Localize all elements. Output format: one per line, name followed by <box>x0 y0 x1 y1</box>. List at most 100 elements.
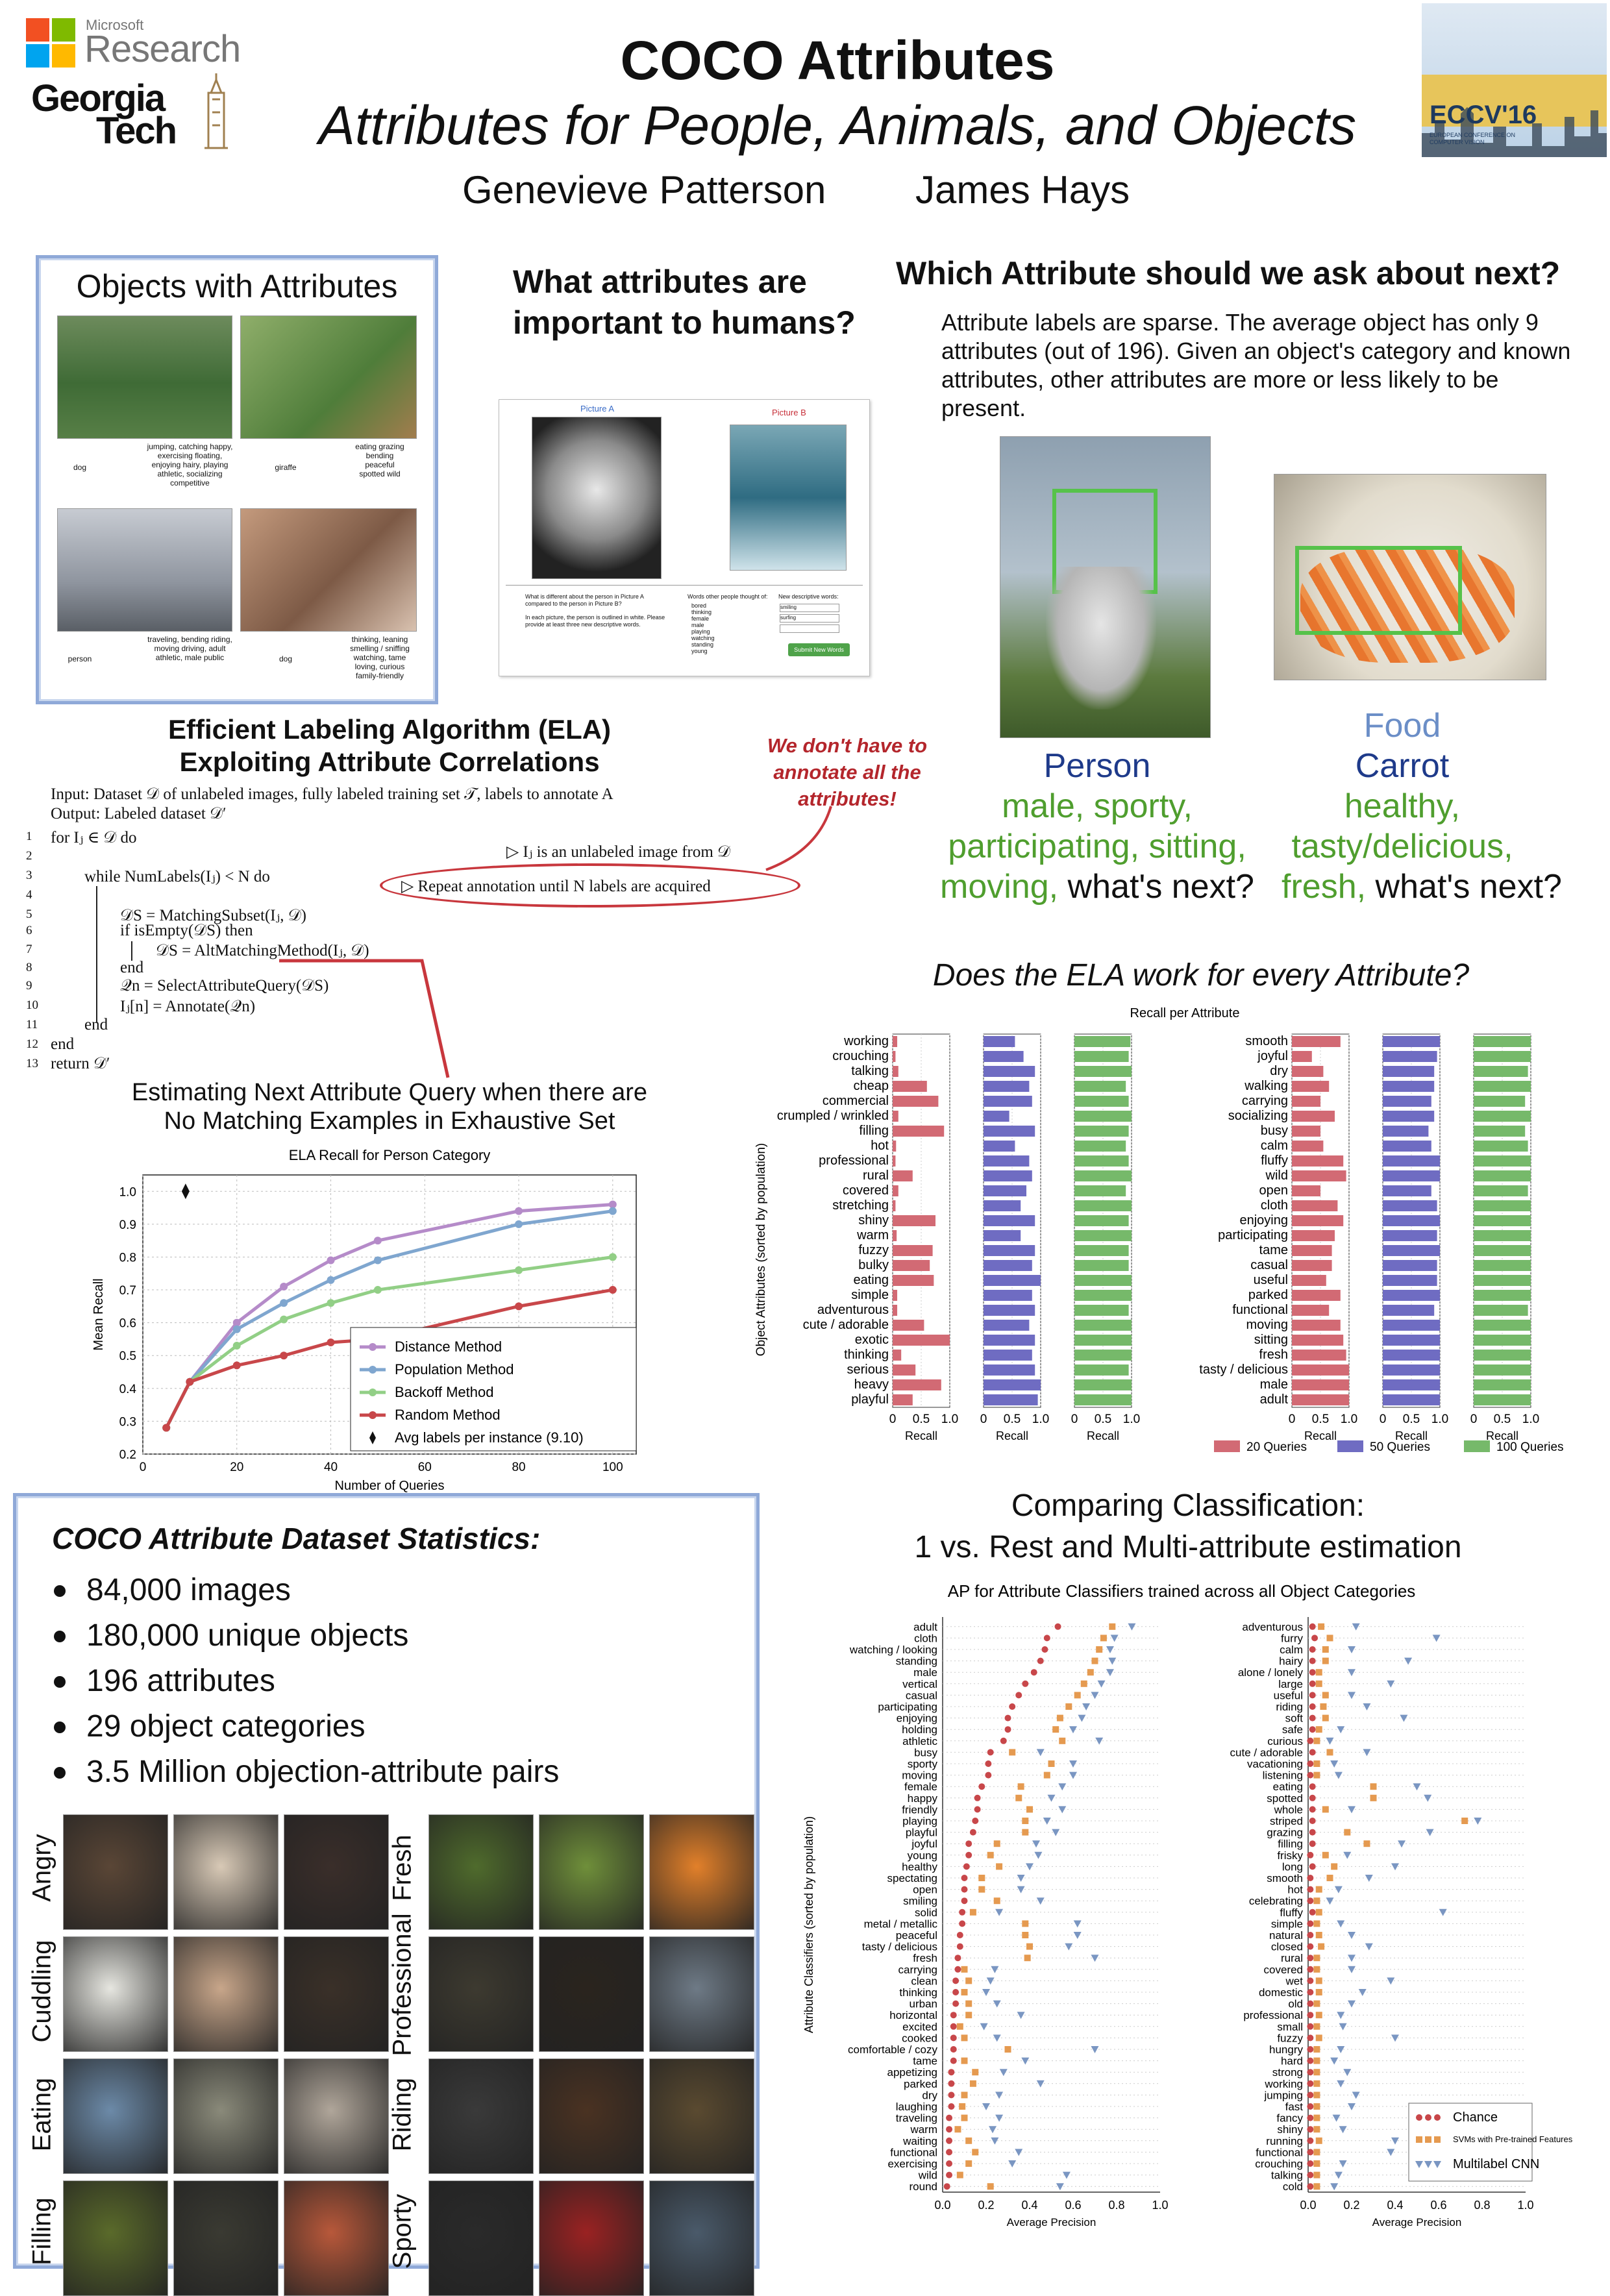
bar <box>984 1350 1032 1361</box>
ap-point-chance <box>1307 1920 1314 1927</box>
callout-pointer <box>765 806 832 871</box>
ap-point-svm <box>1100 1635 1107 1642</box>
line-chart-heading-1: Estimating Next Attribute Query when the… <box>131 1079 648 1106</box>
ap-point-svm <box>1015 1794 1022 1801</box>
ap-point-cnn <box>1334 1886 1343 1894</box>
ap-point-svm <box>1022 1932 1029 1938</box>
ap-point-svm <box>1313 2057 1320 2064</box>
bar <box>893 1350 902 1361</box>
bar <box>1074 1379 1132 1390</box>
ap-point-cnn <box>1343 1851 1352 1859</box>
bar-category-label: tame <box>1259 1243 1288 1257</box>
bar-x-tick-label: 0 <box>1071 1413 1078 1426</box>
ap-point-cnn <box>1110 1635 1119 1642</box>
ap-point-svm <box>1313 1966 1320 1973</box>
ap-category-label: small <box>1277 2021 1303 2033</box>
ap-point-svm <box>1344 1829 1351 1836</box>
ap-point-svm <box>1315 1669 1322 1676</box>
x-tick-label: 0 <box>140 1461 147 1474</box>
ap-category-label: casual <box>906 1689 937 1701</box>
bar <box>984 1275 1041 1286</box>
ap-point-svm <box>1313 2080 1320 2087</box>
ap-point-svm <box>961 2057 968 2064</box>
bar <box>1474 1379 1531 1390</box>
algo-line-no: 7 <box>26 943 32 956</box>
survey-word: bored <box>691 602 707 609</box>
ap-point-cnn <box>1391 2034 1399 2042</box>
bar-category-label: sitting <box>1254 1333 1288 1347</box>
ap-point-svm <box>1313 1760 1320 1767</box>
ap-point-svm <box>1080 1680 1087 1687</box>
ap-category-label: smiling <box>903 1895 937 1907</box>
ap-point-svm <box>993 1840 1000 1847</box>
next-attr-desc: Attribute labels are sparse. The average… <box>941 309 1571 421</box>
data-point <box>327 1256 335 1265</box>
bar <box>1292 1335 1344 1346</box>
survey-input-2[interactable]: surfing <box>780 614 839 623</box>
ap-point-chance <box>946 2149 953 2156</box>
bar-x-tick-label: 0 <box>980 1413 987 1426</box>
bar <box>1074 1111 1132 1122</box>
ap-point-cnn <box>989 2126 997 2134</box>
survey-submit-button[interactable]: Submit New Words <box>788 643 850 656</box>
ap-category-label: solid <box>915 1907 937 1919</box>
ap-point-svm <box>987 2183 994 2190</box>
bar-legend-label: 20 Queries <box>1246 1440 1307 1454</box>
series-line <box>164 1255 613 1429</box>
ap-point-svm <box>1313 2023 1320 2030</box>
ap-point-chance <box>948 2092 955 2099</box>
ap-point-chance <box>1054 1623 1061 1630</box>
row2-attrs2: thinking, leaning smelling / sniffing wa… <box>350 635 410 680</box>
survey-input-1[interactable]: smiling <box>780 604 839 612</box>
bar <box>893 1364 916 1376</box>
bar <box>1074 1081 1126 1092</box>
right-attrs-2: tasty/delicious, <box>1291 828 1513 865</box>
bar <box>1074 1320 1132 1331</box>
bar <box>893 1155 896 1167</box>
ap-category-label: working <box>1264 2078 1303 2090</box>
data-point <box>232 1318 241 1327</box>
bar <box>1474 1200 1531 1211</box>
algo-line: return 𝒟′ <box>51 1055 110 1072</box>
ap-point-chance <box>1309 1829 1316 1836</box>
bar-legend-label: 50 Queries <box>1370 1440 1430 1454</box>
ap-category-label: horizontal <box>889 2009 937 2021</box>
ap-category-label: thinking <box>899 1986 937 1999</box>
ap-point-chance <box>1309 1726 1316 1733</box>
bar-category-label: busy <box>1261 1124 1288 1138</box>
survey-word: young <box>691 648 708 654</box>
ap-point-svm <box>956 2171 963 2179</box>
ap-point-cnn <box>1339 2160 1347 2167</box>
ap-point-svm <box>1313 2183 1320 2190</box>
ap-point-cnn <box>995 2114 1004 2122</box>
ap-category-label: exercising <box>887 2158 937 2170</box>
next-attr-title: Which Attribute should we ask about next… <box>896 255 1561 291</box>
ap-point-cnn <box>1069 1726 1077 1734</box>
bar-category-label: crouching <box>832 1049 889 1063</box>
bar-x-tick-label: 0 <box>1470 1413 1478 1426</box>
ap-category-label: tame <box>913 2055 937 2068</box>
ap-point-chance <box>1309 1749 1316 1756</box>
x-tick-label: 20 <box>230 1461 243 1474</box>
ap-point-cnn <box>1330 2183 1339 2191</box>
ap-point-chance <box>956 1932 963 1938</box>
data-point <box>608 1286 617 1294</box>
ap-point-chance <box>950 2012 957 2019</box>
ap-point-svm <box>1004 2046 1011 2053</box>
right-attrs-1: healthy, <box>1344 787 1461 825</box>
ap-category-label: strong <box>1272 2066 1303 2079</box>
ela-callout: We don't have to annotate all the attrib… <box>767 734 928 810</box>
bar <box>1074 1394 1132 1405</box>
ap-point-chance <box>1307 2069 1314 2076</box>
ap-point-svm <box>978 1875 985 1881</box>
data-point <box>515 1302 523 1311</box>
ap-point-chance <box>1307 2080 1314 2087</box>
bar-category-label: smooth <box>1245 1034 1288 1048</box>
ap-point-cnn <box>1391 1863 1399 1871</box>
bar-category-label: functional <box>1232 1303 1288 1317</box>
ap-category-label: fluffy <box>1280 1907 1303 1919</box>
ap-point-svm <box>1043 1771 1050 1779</box>
ap-point-chance <box>987 1749 994 1756</box>
ap-point-cnn <box>1365 1943 1373 1951</box>
ap-point-svm <box>1315 1886 1322 1893</box>
